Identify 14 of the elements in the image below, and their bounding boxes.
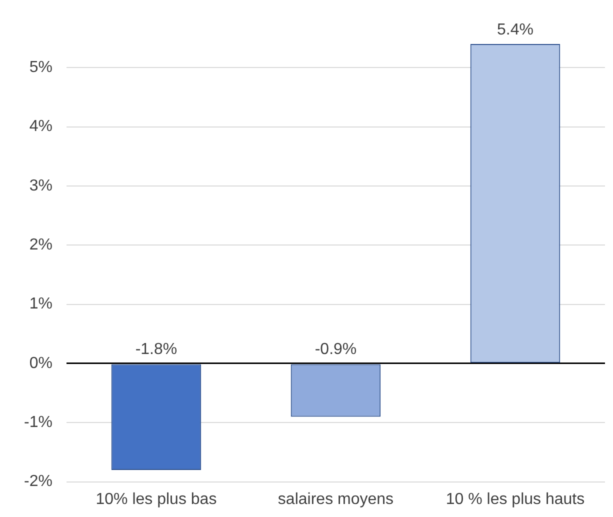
y-tick-label: -2% bbox=[24, 473, 52, 490]
data-label: -0.9% bbox=[314, 340, 357, 358]
y-tick-label: 4% bbox=[29, 118, 52, 136]
y-tick-label: -1% bbox=[24, 414, 52, 432]
y-tick-label: 2% bbox=[29, 236, 52, 254]
data-label: -1.8% bbox=[135, 340, 178, 358]
x-tick-label: 10 % les plus hauts bbox=[446, 490, 585, 508]
x-tick-label: salaires moyens bbox=[278, 490, 394, 508]
y-tick-label: 1% bbox=[29, 296, 52, 313]
y-tick-label: 0% bbox=[29, 354, 52, 372]
data-label: 5.4% bbox=[497, 21, 534, 38]
x-tick-label: 10% les plus bas bbox=[96, 490, 217, 508]
y-tick-label: 3% bbox=[29, 177, 52, 194]
y-tick-label: 5% bbox=[29, 59, 52, 76]
